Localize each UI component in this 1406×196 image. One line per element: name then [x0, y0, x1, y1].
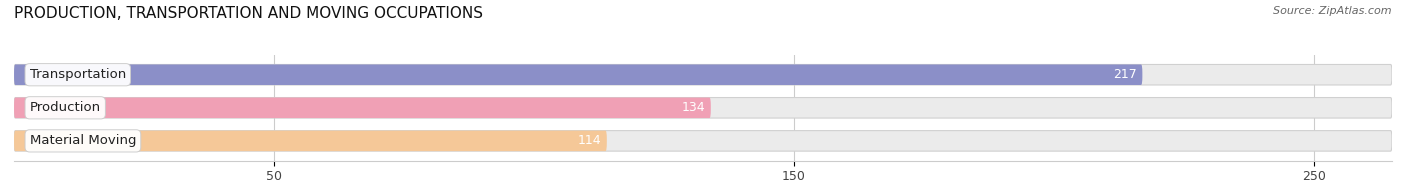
- FancyBboxPatch shape: [14, 131, 1392, 151]
- FancyBboxPatch shape: [14, 98, 1392, 118]
- Text: 217: 217: [1114, 68, 1137, 81]
- Text: 114: 114: [578, 134, 602, 147]
- FancyBboxPatch shape: [14, 64, 1142, 85]
- Text: Source: ZipAtlas.com: Source: ZipAtlas.com: [1274, 6, 1392, 16]
- Text: Transportation: Transportation: [30, 68, 127, 81]
- FancyBboxPatch shape: [14, 98, 711, 118]
- Text: PRODUCTION, TRANSPORTATION AND MOVING OCCUPATIONS: PRODUCTION, TRANSPORTATION AND MOVING OC…: [14, 6, 484, 21]
- FancyBboxPatch shape: [14, 131, 607, 151]
- Text: Material Moving: Material Moving: [30, 134, 136, 147]
- FancyBboxPatch shape: [14, 64, 1392, 85]
- Text: 134: 134: [682, 101, 706, 114]
- Text: Production: Production: [30, 101, 101, 114]
